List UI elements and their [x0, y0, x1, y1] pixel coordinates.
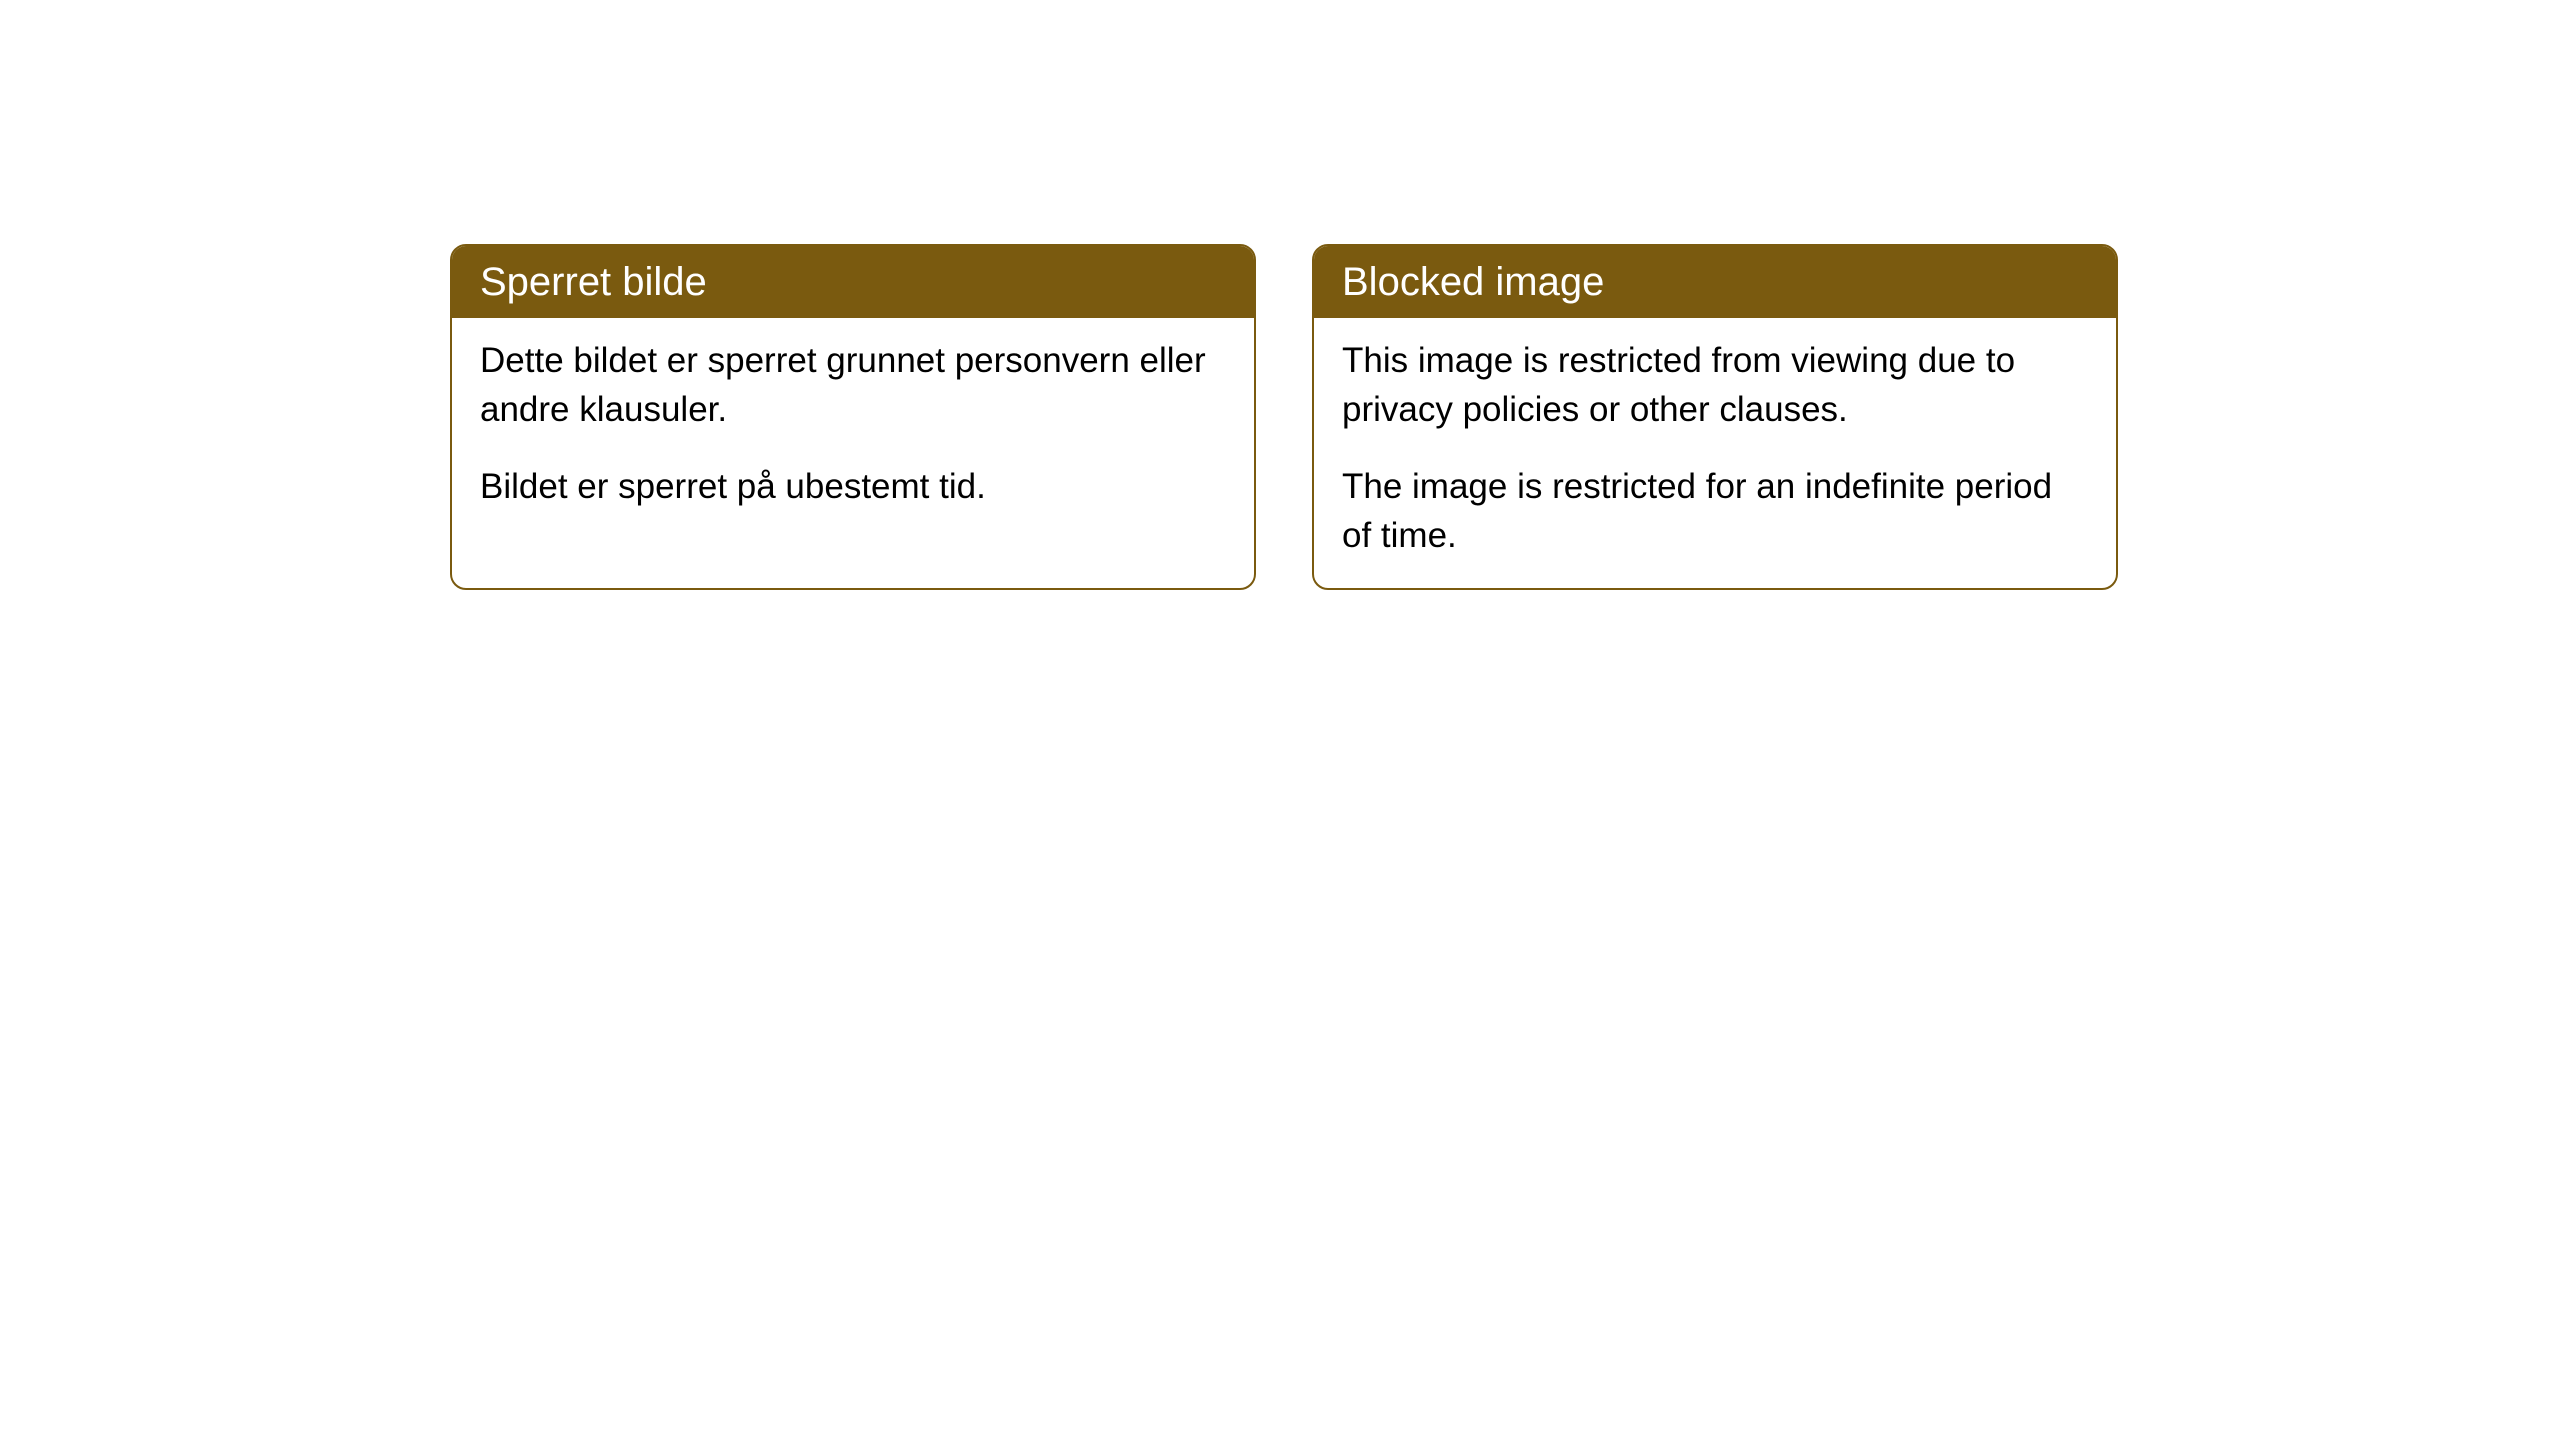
- card-body: Dette bildet er sperret grunnet personve…: [452, 318, 1254, 539]
- notice-card-norwegian: Sperret bilde Dette bildet er sperret gr…: [450, 244, 1256, 590]
- card-header: Blocked image: [1314, 246, 2116, 318]
- card-paragraph: The image is restricted for an indefinit…: [1342, 462, 2088, 560]
- card-paragraph: Bildet er sperret på ubestemt tid.: [480, 462, 1226, 511]
- card-paragraph: Dette bildet er sperret grunnet personve…: [480, 336, 1226, 434]
- card-paragraph: This image is restricted from viewing du…: [1342, 336, 2088, 434]
- card-body: This image is restricted from viewing du…: [1314, 318, 2116, 588]
- notice-cards-container: Sperret bilde Dette bildet er sperret gr…: [450, 244, 2118, 590]
- card-header: Sperret bilde: [452, 246, 1254, 318]
- notice-card-english: Blocked image This image is restricted f…: [1312, 244, 2118, 590]
